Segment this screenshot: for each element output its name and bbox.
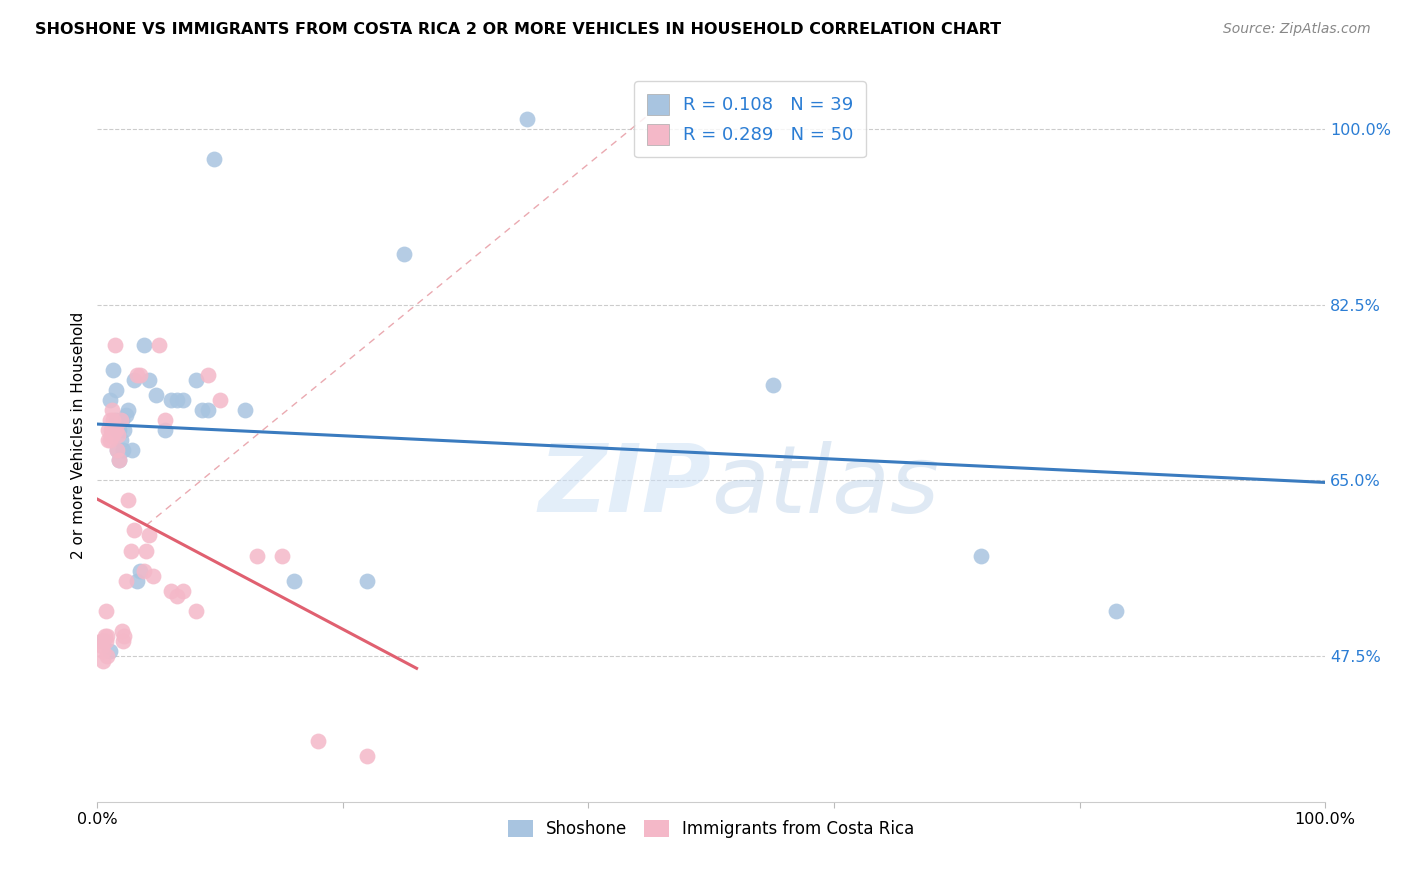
Point bbox=[160, 392, 183, 407]
Point bbox=[105, 443, 128, 458]
Point bbox=[101, 403, 124, 417]
Point bbox=[153, 423, 176, 437]
Point bbox=[94, 604, 117, 618]
Point bbox=[103, 337, 125, 351]
Y-axis label: 2 or more Vehicles in Household: 2 or more Vehicles in Household bbox=[72, 311, 86, 558]
Point bbox=[125, 368, 148, 382]
Point bbox=[117, 493, 139, 508]
Point bbox=[142, 568, 165, 582]
Point bbox=[114, 574, 136, 588]
Point bbox=[111, 413, 134, 427]
Point bbox=[93, 629, 115, 643]
Point bbox=[112, 443, 135, 458]
Point bbox=[129, 564, 152, 578]
Point bbox=[307, 734, 329, 748]
Point bbox=[93, 634, 115, 648]
Point bbox=[283, 574, 305, 588]
Point bbox=[108, 453, 131, 467]
Point bbox=[104, 423, 127, 437]
Point bbox=[96, 648, 118, 663]
Point bbox=[121, 443, 143, 458]
Point bbox=[122, 373, 145, 387]
Point bbox=[233, 403, 256, 417]
Point bbox=[108, 423, 131, 437]
Point bbox=[105, 443, 128, 458]
Point bbox=[135, 543, 157, 558]
Point bbox=[108, 453, 131, 467]
Point bbox=[246, 549, 269, 563]
Point bbox=[98, 644, 121, 658]
Point bbox=[184, 604, 207, 618]
Text: ZIP: ZIP bbox=[538, 441, 711, 533]
Point bbox=[110, 413, 132, 427]
Point bbox=[98, 392, 121, 407]
Point bbox=[138, 373, 160, 387]
Point bbox=[107, 428, 129, 442]
Point bbox=[209, 392, 232, 407]
Point bbox=[114, 408, 136, 422]
Point bbox=[160, 583, 183, 598]
Point bbox=[132, 564, 155, 578]
Point bbox=[100, 428, 122, 442]
Point bbox=[148, 337, 170, 351]
Point bbox=[356, 574, 378, 588]
Point bbox=[103, 363, 125, 377]
Point bbox=[98, 433, 121, 447]
Point bbox=[190, 403, 212, 417]
Point bbox=[202, 152, 225, 166]
Point bbox=[98, 413, 121, 427]
Point bbox=[197, 403, 219, 417]
Point bbox=[97, 433, 120, 447]
Legend: Shoshone, Immigrants from Costa Rica: Shoshone, Immigrants from Costa Rica bbox=[501, 813, 921, 845]
Text: Source: ZipAtlas.com: Source: ZipAtlas.com bbox=[1223, 22, 1371, 37]
Point bbox=[122, 524, 145, 538]
Point bbox=[105, 423, 128, 437]
Point bbox=[104, 413, 127, 427]
Point bbox=[184, 373, 207, 387]
Point bbox=[120, 543, 142, 558]
Point bbox=[166, 392, 188, 407]
Point bbox=[112, 634, 135, 648]
Point bbox=[356, 749, 378, 764]
Point bbox=[112, 629, 135, 643]
Text: atlas: atlas bbox=[711, 441, 939, 532]
Point bbox=[172, 392, 194, 407]
Point bbox=[762, 377, 785, 392]
Point bbox=[104, 383, 127, 397]
Point bbox=[103, 428, 125, 442]
Point bbox=[970, 549, 993, 563]
Point bbox=[172, 583, 194, 598]
Point bbox=[394, 247, 416, 261]
Point bbox=[153, 413, 176, 427]
Point bbox=[91, 639, 114, 653]
Point bbox=[125, 574, 148, 588]
Text: SHOSHONE VS IMMIGRANTS FROM COSTA RICA 2 OR MORE VEHICLES IN HOUSEHOLD CORRELATI: SHOSHONE VS IMMIGRANTS FROM COSTA RICA 2… bbox=[35, 22, 1001, 37]
Point bbox=[101, 428, 124, 442]
Point bbox=[93, 654, 115, 668]
Point bbox=[166, 589, 188, 603]
Point bbox=[129, 368, 152, 382]
Point bbox=[132, 337, 155, 351]
Point bbox=[112, 423, 135, 437]
Point bbox=[197, 368, 219, 382]
Point bbox=[96, 629, 118, 643]
Point bbox=[90, 634, 112, 648]
Point bbox=[103, 413, 125, 427]
Point bbox=[94, 634, 117, 648]
Point bbox=[100, 423, 122, 437]
Point bbox=[110, 433, 132, 447]
Point bbox=[270, 549, 292, 563]
Point bbox=[117, 403, 139, 417]
Point bbox=[97, 423, 120, 437]
Point bbox=[93, 644, 115, 658]
Point bbox=[145, 388, 167, 402]
Point bbox=[516, 112, 538, 126]
Point bbox=[1105, 604, 1128, 618]
Point bbox=[138, 528, 160, 542]
Point bbox=[111, 624, 134, 638]
